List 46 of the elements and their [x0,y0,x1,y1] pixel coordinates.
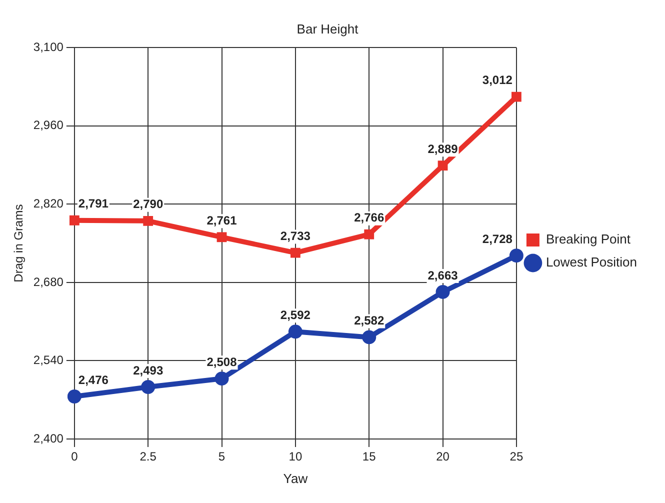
data-label: 3,012 [482,73,513,88]
x-axis-title: Yaw [283,470,308,486]
y-tick-label: 2,820 [33,196,64,210]
point [364,229,374,240]
data-label: 2,663 [428,268,458,282]
y-axis-title: Drag in Grams [12,204,26,282]
data-label: 2,508 [206,354,238,369]
point [143,216,154,226]
data-label: 2,493 [133,363,164,378]
data-label: 2,761 [206,213,238,228]
x-tick-label: 10 [288,450,302,464]
point [288,324,302,339]
point [214,372,229,386]
point [438,160,448,171]
x-tick-label: 2.5 [140,450,157,464]
data-label: 2,791 [78,196,109,211]
data-label: 2,766 [354,210,384,225]
y-tick-label: 3,100 [33,40,64,54]
point [67,390,82,404]
point [290,248,300,258]
y-tick-label: 2,960 [33,118,64,132]
legend-label: Breaking Point [546,232,631,247]
point [509,248,524,263]
data-label: 2,476 [78,372,109,387]
x-tick-label: 0 [71,450,78,464]
data-label: 2,889 [428,142,458,156]
point [512,92,522,102]
point [141,380,156,394]
data-label: 2,733 [280,229,311,244]
point [69,215,80,226]
y-tick-label: 2,400 [33,431,64,446]
point [362,330,376,344]
legend-label: Lowest Position [546,254,638,270]
x-tick-label: 5 [218,450,226,464]
x-tick-label: 25 [510,450,524,464]
point [436,284,450,299]
data-label: 2,790 [133,197,164,212]
y-tick-label: 2,540 [33,353,64,368]
y-tick-label: 2,680 [33,274,64,289]
point [216,232,227,242]
data-label: 2,592 [280,308,311,322]
data-label: 2,582 [354,314,384,328]
x-tick-label: 20 [436,450,450,464]
chart-title: Bar Height [296,21,359,36]
data-label: 2,728 [482,232,513,246]
x-tick-label: 15 [362,450,376,464]
